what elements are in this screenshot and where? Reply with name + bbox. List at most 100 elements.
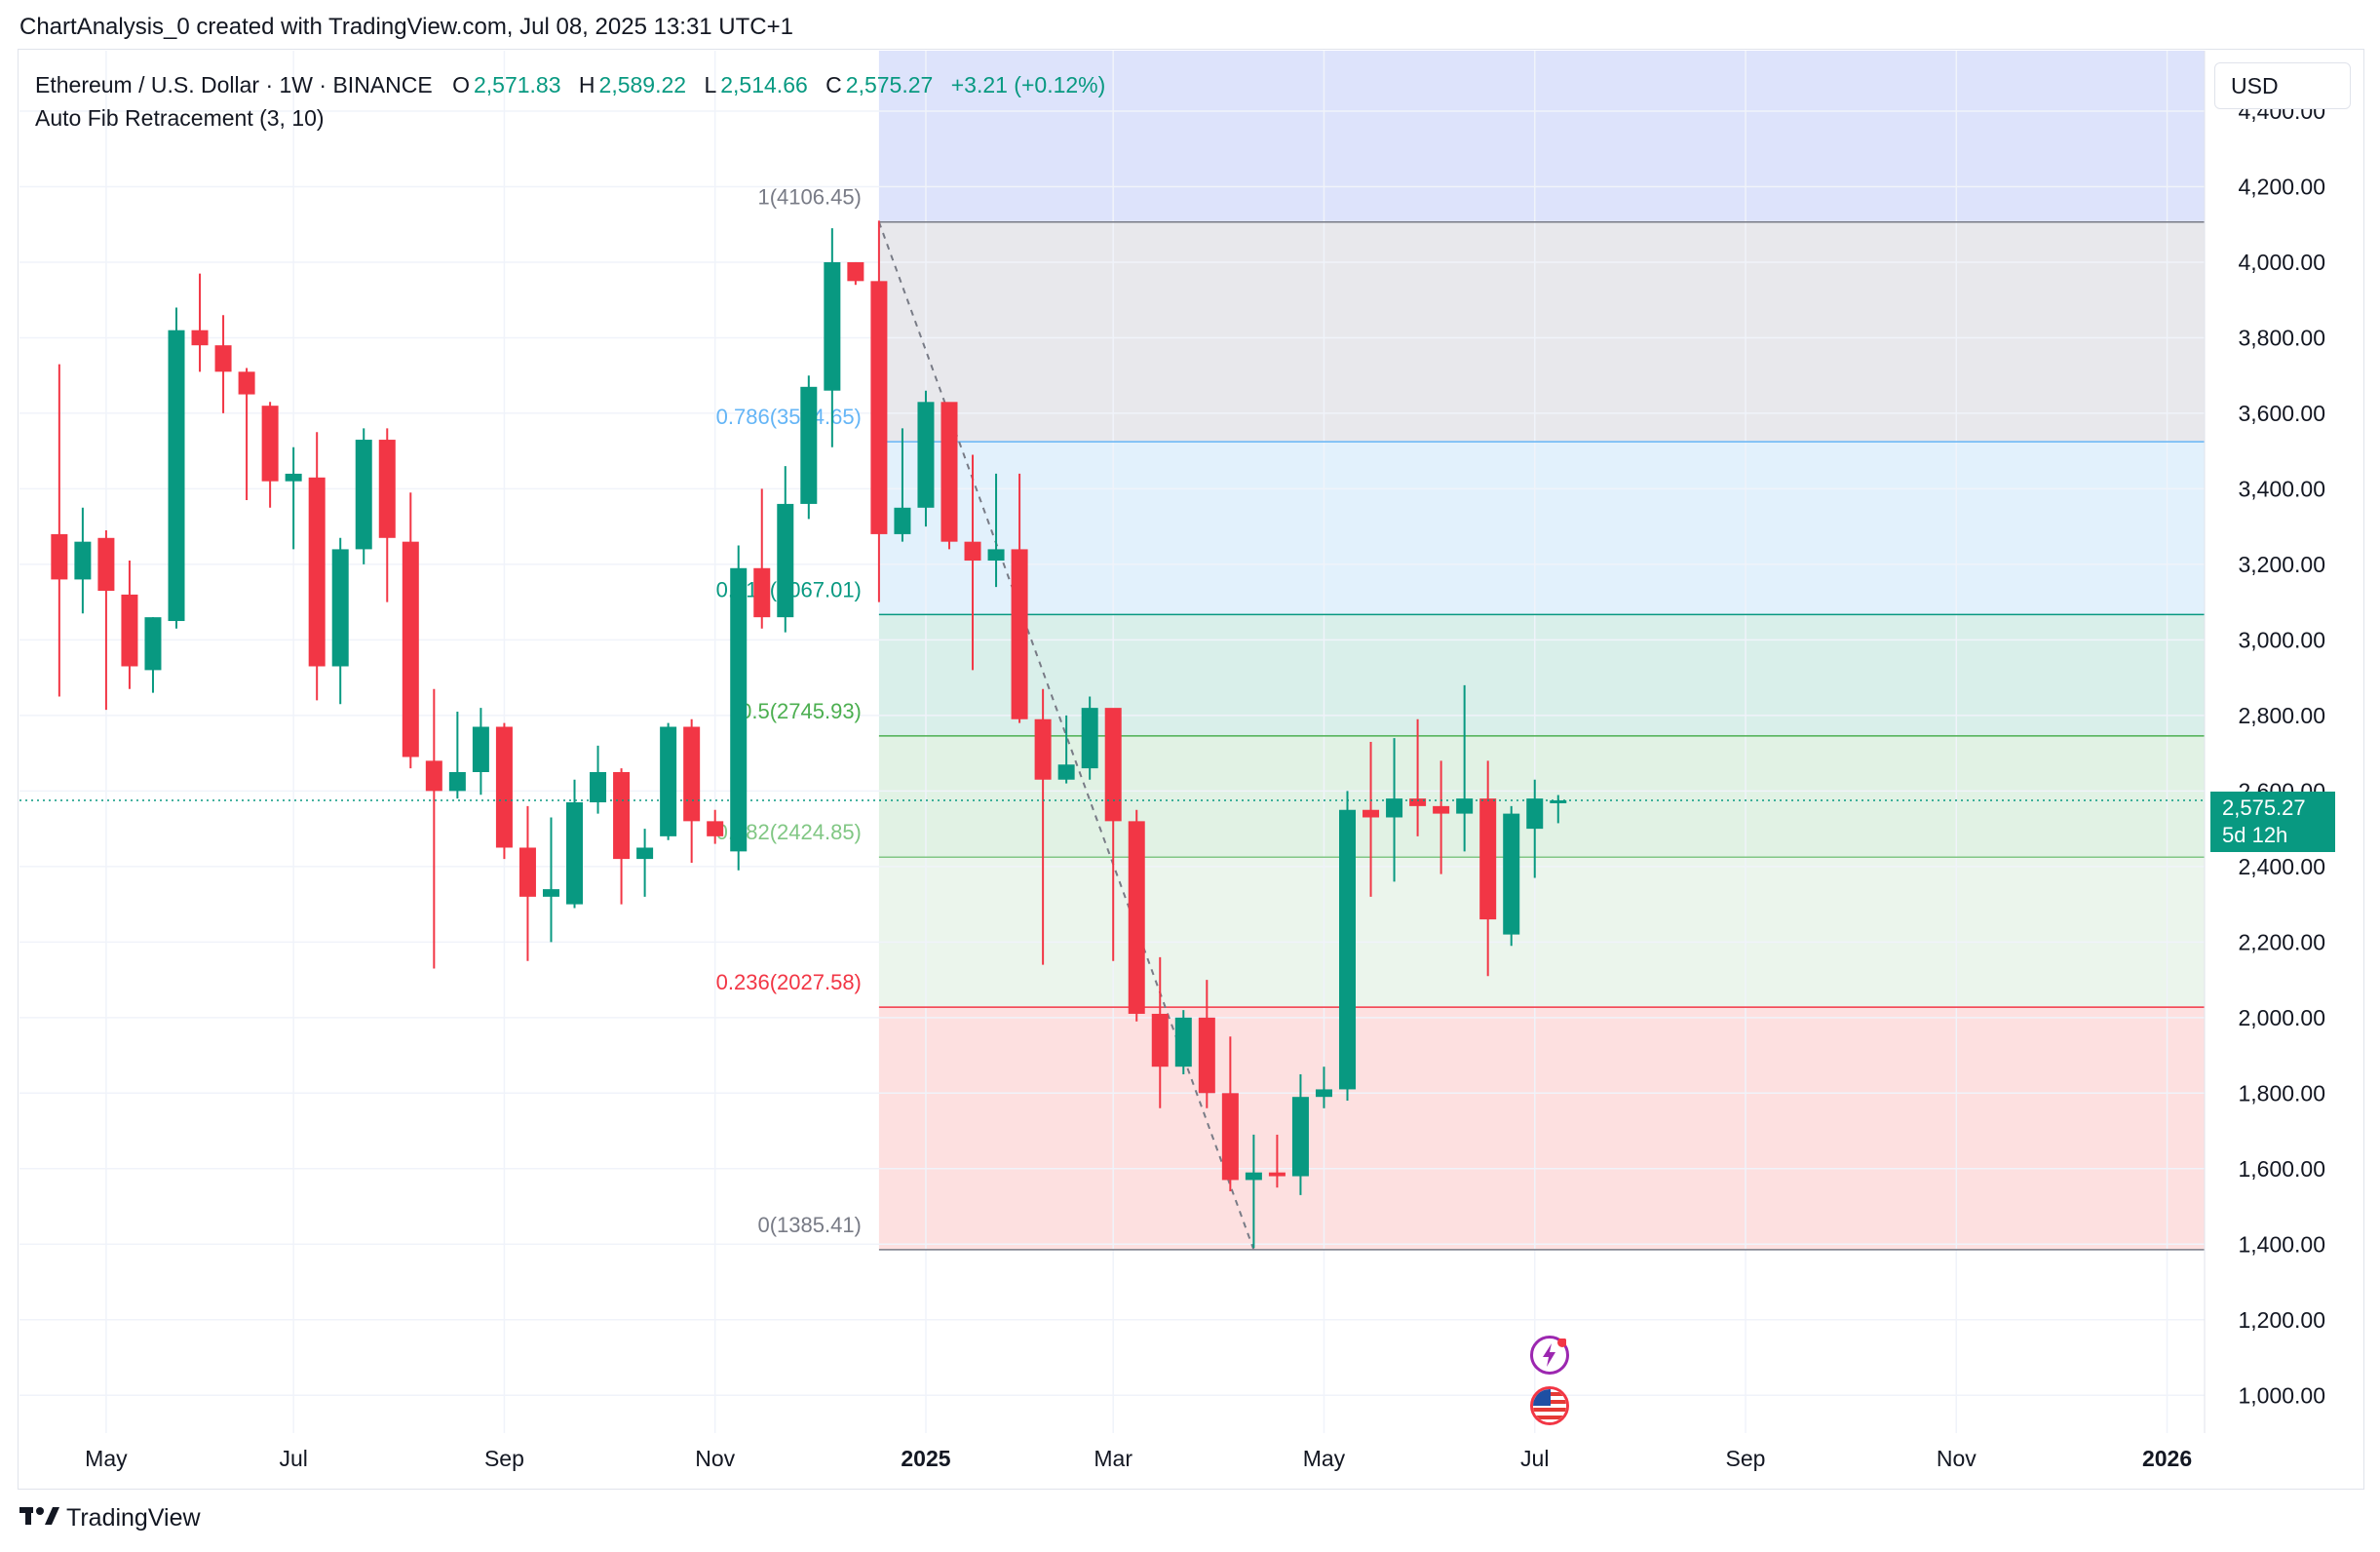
candle-body: [97, 537, 115, 592]
price-axis-label: 1,200.00: [2238, 1307, 2325, 1333]
time-axis-label: Jul: [279, 1446, 307, 1471]
candle-body: [448, 771, 466, 792]
high-label: H: [578, 72, 595, 97]
time-axis-label: 2025: [901, 1446, 950, 1471]
candle-body: [1221, 1093, 1239, 1181]
symbol-label[interactable]: Ethereum / U.S. Dollar · 1W · BINANCE: [35, 72, 433, 97]
change-value: +3.21 (+0.12%): [950, 72, 1106, 97]
candle-body: [495, 726, 513, 848]
candle-body: [472, 726, 489, 772]
open-value: 2,571.83: [473, 72, 561, 97]
candle-body: [425, 760, 442, 792]
candle-body: [566, 801, 584, 905]
fib-level-label: 0(1385.41): [757, 1213, 861, 1237]
candle-body: [308, 477, 326, 667]
candle-body: [1174, 1017, 1192, 1067]
candle-body: [1550, 799, 1567, 803]
candle-body: [1151, 1013, 1169, 1067]
fib-zone-2: [878, 442, 2205, 615]
price-axis-label: 4,000.00: [2238, 250, 2325, 275]
candle-body: [1386, 798, 1403, 818]
candle-body: [1245, 1172, 1262, 1181]
lightning-event-icon[interactable]: [1530, 1336, 1569, 1375]
us-flag-event-icon[interactable]: [1530, 1386, 1569, 1425]
candle-body: [660, 726, 677, 836]
price-axis-label: 2,400.00: [2238, 854, 2325, 879]
candle-body: [683, 726, 701, 822]
last-price-tag: 2,575.27 5d 12h: [2210, 792, 2335, 852]
candle-body: [1104, 708, 1122, 822]
chart-frame: [18, 49, 2364, 1490]
low-label: L: [704, 72, 717, 97]
tradingview-logo-icon: [19, 1503, 60, 1533]
candle-body: [777, 503, 794, 618]
price-axis-label: 2,200.00: [2238, 929, 2325, 954]
time-axis-label: May: [1303, 1446, 1346, 1471]
candle-body: [542, 889, 559, 897]
candle-body: [121, 594, 138, 667]
candle-body: [1363, 809, 1380, 818]
candle-body: [707, 821, 724, 836]
candle-body: [51, 533, 68, 580]
currency-button[interactable]: USD: [2214, 62, 2351, 109]
bar-countdown: 5d 12h: [2222, 823, 2288, 847]
fib-zone-6: [878, 1007, 2205, 1250]
price-axis-label: 1,800.00: [2238, 1080, 2325, 1106]
candle-body: [144, 617, 162, 671]
candle-body: [1011, 549, 1028, 719]
fib-zone-5: [878, 857, 2205, 1008]
candle-body: [894, 507, 911, 534]
candle-body: [355, 440, 372, 550]
candle-body: [261, 406, 279, 482]
candle-body: [168, 330, 185, 622]
price-axis-label: 4,200.00: [2238, 174, 2325, 199]
price-axis-label: 3,400.00: [2238, 476, 2325, 501]
candle-body: [518, 847, 536, 897]
price-axis-label: 1,400.00: [2238, 1231, 2325, 1257]
candle-body: [1409, 798, 1427, 806]
price-axis-label: 3,200.00: [2238, 552, 2325, 577]
close-value: 2,575.27: [845, 72, 934, 97]
time-axis-label: May: [85, 1446, 128, 1471]
candle-body: [1433, 805, 1450, 814]
candle-body: [74, 541, 92, 580]
candle-body: [1339, 809, 1357, 1090]
candle-body: [214, 345, 232, 372]
candle-body: [191, 330, 209, 346]
indicator-row[interactable]: Auto Fib Retracement (3, 10): [35, 105, 325, 131]
candle-body: [824, 261, 841, 391]
time-axis-label: Sep: [1726, 1446, 1766, 1471]
chart-header-attribution: ChartAnalysis_0 created with TradingView…: [19, 14, 793, 40]
time-axis-label: Nov: [1937, 1446, 1977, 1471]
candle-body: [1526, 798, 1544, 830]
candle-body: [987, 549, 1005, 562]
fib-level-label: 0.5(2745.93): [740, 699, 862, 723]
time-axis-label: Jul: [1520, 1446, 1549, 1471]
candle-body: [1198, 1017, 1215, 1094]
low-value: 2,514.66: [720, 72, 808, 97]
candle-body: [1315, 1089, 1332, 1098]
time-axis-label: Sep: [484, 1446, 524, 1471]
time-axis-label: 2026: [2142, 1446, 2192, 1471]
candle-body: [730, 567, 748, 852]
candle-body: [1268, 1172, 1286, 1177]
candle-body: [613, 771, 631, 860]
high-value: 2,589.22: [598, 72, 687, 97]
candle-body: [331, 549, 349, 667]
price-axis-label: 1,000.00: [2238, 1382, 2325, 1408]
price-axis-label: 2,000.00: [2238, 1005, 2325, 1030]
candle-body: [964, 541, 981, 562]
tradingview-logo[interactable]: TradingView: [19, 1503, 201, 1533]
candle-body: [847, 261, 864, 282]
open-label: O: [452, 72, 470, 97]
candle-body: [870, 281, 888, 534]
candle-body: [1291, 1097, 1309, 1177]
candle-body: [238, 371, 255, 395]
candle-body: [940, 402, 958, 542]
time-axis-label: Mar: [1094, 1446, 1132, 1471]
candle-body: [636, 847, 654, 860]
candle-body: [1057, 764, 1075, 780]
